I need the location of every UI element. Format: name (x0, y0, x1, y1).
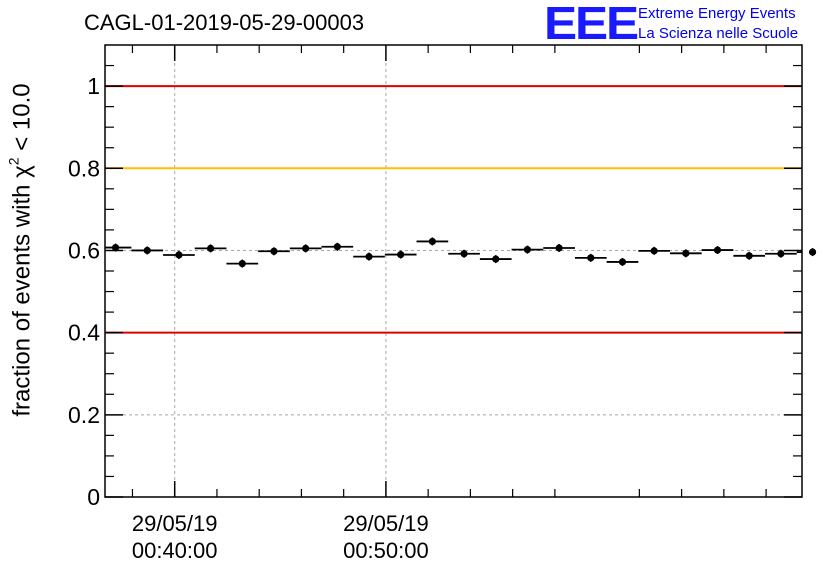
y-axis-label: fraction of events with χ2 < 10.0 (5, 83, 37, 417)
reference-lines (105, 85, 802, 334)
data-point-marker (175, 251, 183, 259)
y-axis-label-prefix: fraction of events with (8, 177, 36, 417)
data-point (131, 246, 164, 255)
data-point-marker (365, 253, 373, 261)
data-point (194, 244, 227, 253)
data-point-marker (713, 246, 722, 254)
x-tick-label-time: 00:40:00 (131, 538, 218, 563)
y-axis-label-suffix: < 10.0 (8, 83, 36, 158)
data-point (479, 255, 512, 264)
axis-ticks (105, 45, 802, 498)
y-tick-label: 0.2 (68, 402, 100, 428)
data-point-marker (270, 247, 278, 255)
data-point-marker (745, 252, 753, 260)
data-point-marker (111, 243, 120, 252)
data-point (638, 246, 670, 255)
data-point (384, 250, 417, 259)
logo-line-2: La Scienza nelle Scuole (638, 25, 799, 42)
data-point (226, 259, 259, 268)
x-tick-label-time: 00:50:00 (343, 538, 429, 563)
data-point-marker (777, 250, 785, 258)
data-point-marker (587, 254, 595, 262)
data-point (765, 249, 797, 258)
data-point-marker (302, 244, 310, 252)
y-tick-label: 0.8 (68, 155, 100, 181)
data-point-marker (523, 246, 532, 254)
data-point-marker (460, 250, 468, 258)
data-point-marker (207, 244, 215, 252)
data-point-marker (428, 237, 436, 246)
x-tick-label-date: 29/05/19 (343, 511, 429, 536)
data-point-marker (682, 249, 690, 257)
eee-logo: EEE Extreme Energy Events La Scienza nel… (544, 0, 834, 49)
data-point (511, 245, 544, 254)
y-axis-label-chi: χ (8, 165, 36, 178)
data-point (796, 248, 817, 257)
data-point (448, 249, 480, 258)
y-tick-label: 0 (87, 484, 100, 510)
data-point-marker (333, 243, 341, 251)
data-point-marker (555, 244, 563, 252)
grid-lines (105, 45, 802, 498)
y-axis-label-power: 2 (5, 157, 22, 166)
chart-title: CAGL-01-2019-05-29-00003 (84, 10, 365, 35)
y-tick-label: 1 (87, 73, 100, 99)
data-point (416, 237, 449, 246)
data-point (321, 242, 354, 251)
data-point-marker (143, 246, 151, 255)
data-point (669, 249, 702, 258)
data-point-marker (650, 247, 658, 255)
data-point-marker (238, 260, 246, 268)
x-tick-label: 29/05/19 00:50:00 (316, 510, 456, 564)
y-tick-labels: 0 0.2 0.4 0.6 0.8 1 (68, 73, 100, 510)
x-tick-label-date: 29/05/19 (131, 511, 218, 536)
data-point (606, 257, 639, 266)
data-point (733, 251, 766, 260)
data-point (701, 246, 734, 255)
data-point (574, 253, 607, 262)
eee-logo-mark: EEE (544, 0, 639, 49)
data-point (543, 243, 575, 252)
data-point-marker (808, 248, 817, 256)
data-point (289, 244, 322, 253)
data-point (163, 250, 195, 259)
y-tick-label: 0.4 (68, 320, 100, 346)
data-point-marker (618, 258, 627, 266)
plot-frame (104, 44, 803, 498)
y-tick-label: 0.6 (68, 237, 100, 263)
data-points (105, 237, 817, 268)
x-tick-label: 29/05/19 00:40:00 (105, 510, 245, 564)
data-point-marker (492, 255, 500, 263)
data-point (258, 247, 290, 256)
data-point-marker (397, 250, 405, 259)
logo-line-1: Extreme Energy Events (638, 5, 796, 22)
data-point (105, 243, 132, 252)
data-point (353, 252, 385, 261)
